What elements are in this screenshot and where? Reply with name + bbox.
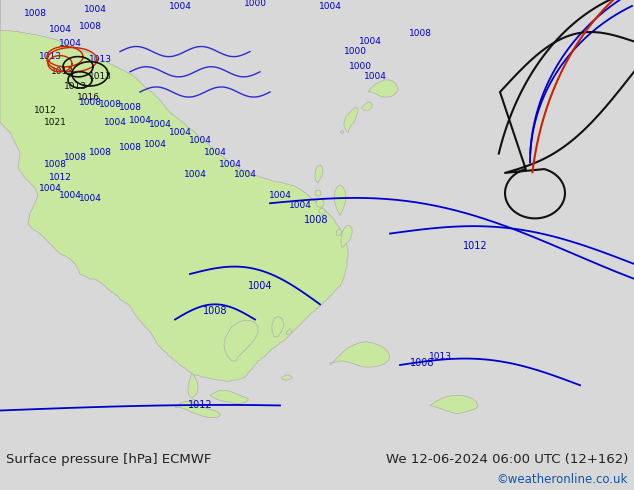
Polygon shape (315, 190, 321, 196)
Text: ©weatheronline.co.uk: ©weatheronline.co.uk (496, 473, 628, 487)
Text: 1004: 1004 (318, 1, 342, 11)
Text: 1013: 1013 (51, 67, 74, 76)
Text: 1004: 1004 (84, 4, 107, 14)
Text: Surface pressure [hPa] ECMWF: Surface pressure [hPa] ECMWF (6, 453, 211, 466)
Polygon shape (362, 102, 372, 110)
Text: 1008: 1008 (304, 216, 328, 225)
Text: 1013: 1013 (429, 352, 451, 362)
Text: 1004: 1004 (359, 37, 382, 46)
Text: 1004: 1004 (288, 201, 311, 210)
Text: 1004: 1004 (58, 39, 81, 48)
Text: 1004: 1004 (49, 25, 72, 34)
Text: 1016: 1016 (77, 93, 100, 101)
Text: 1013: 1013 (89, 55, 112, 64)
Polygon shape (272, 317, 284, 337)
Text: 1012: 1012 (463, 241, 488, 251)
Polygon shape (286, 329, 292, 335)
Text: We 12-06-2024 06:00 UTC (12+162): We 12-06-2024 06:00 UTC (12+162) (385, 453, 628, 466)
Text: 1008: 1008 (203, 306, 227, 317)
Text: 1004: 1004 (219, 160, 242, 170)
Polygon shape (175, 401, 220, 417)
Polygon shape (344, 107, 358, 132)
Text: 1008: 1008 (63, 153, 86, 162)
Polygon shape (334, 185, 346, 216)
Text: 1004: 1004 (129, 116, 152, 125)
Text: 1013: 1013 (89, 73, 112, 81)
Text: 1004: 1004 (204, 148, 226, 157)
Text: 1008: 1008 (119, 143, 141, 152)
Text: 1008: 1008 (410, 358, 434, 368)
Polygon shape (368, 80, 398, 97)
Text: 1004: 1004 (39, 184, 61, 193)
Text: 1008: 1008 (119, 103, 141, 112)
Polygon shape (0, 0, 348, 381)
Text: 1004: 1004 (188, 136, 211, 145)
Text: 1008: 1008 (23, 9, 46, 18)
Polygon shape (315, 165, 323, 183)
Polygon shape (282, 375, 292, 380)
Text: 1008: 1008 (98, 99, 122, 109)
Text: 1008: 1008 (79, 98, 101, 107)
Text: 1004: 1004 (269, 191, 292, 199)
Polygon shape (224, 320, 258, 361)
Text: 1004: 1004 (103, 118, 126, 127)
Polygon shape (330, 342, 390, 367)
Text: 1004: 1004 (233, 171, 256, 179)
Text: 1000: 1000 (243, 0, 266, 7)
Text: 1004: 1004 (79, 194, 101, 203)
Text: 1013: 1013 (39, 52, 61, 61)
Text: 1004: 1004 (148, 120, 171, 129)
Text: 1012: 1012 (49, 173, 72, 182)
Text: 1013: 1013 (63, 82, 86, 92)
Text: 1004: 1004 (363, 73, 387, 81)
Text: 1008: 1008 (408, 29, 432, 38)
Polygon shape (336, 228, 342, 236)
Text: 1008: 1008 (44, 160, 67, 170)
Text: 1021: 1021 (44, 118, 67, 127)
Text: 1004: 1004 (58, 191, 81, 199)
Polygon shape (340, 130, 344, 133)
Polygon shape (341, 225, 352, 248)
Text: 1012: 1012 (34, 106, 56, 115)
Polygon shape (430, 395, 478, 414)
Text: 1004: 1004 (248, 281, 272, 291)
Polygon shape (319, 208, 325, 214)
Polygon shape (316, 199, 324, 207)
Text: 1008: 1008 (79, 22, 101, 31)
Text: 1008: 1008 (89, 148, 112, 157)
Text: 1004: 1004 (169, 128, 191, 137)
Text: 1000: 1000 (344, 47, 366, 56)
Polygon shape (210, 391, 248, 403)
Text: 1004: 1004 (143, 140, 167, 149)
Polygon shape (188, 373, 198, 397)
Text: 1012: 1012 (188, 400, 212, 411)
Text: 1000: 1000 (349, 62, 372, 71)
Text: 1004: 1004 (184, 171, 207, 179)
Polygon shape (192, 399, 195, 402)
Text: 1004: 1004 (169, 1, 191, 11)
